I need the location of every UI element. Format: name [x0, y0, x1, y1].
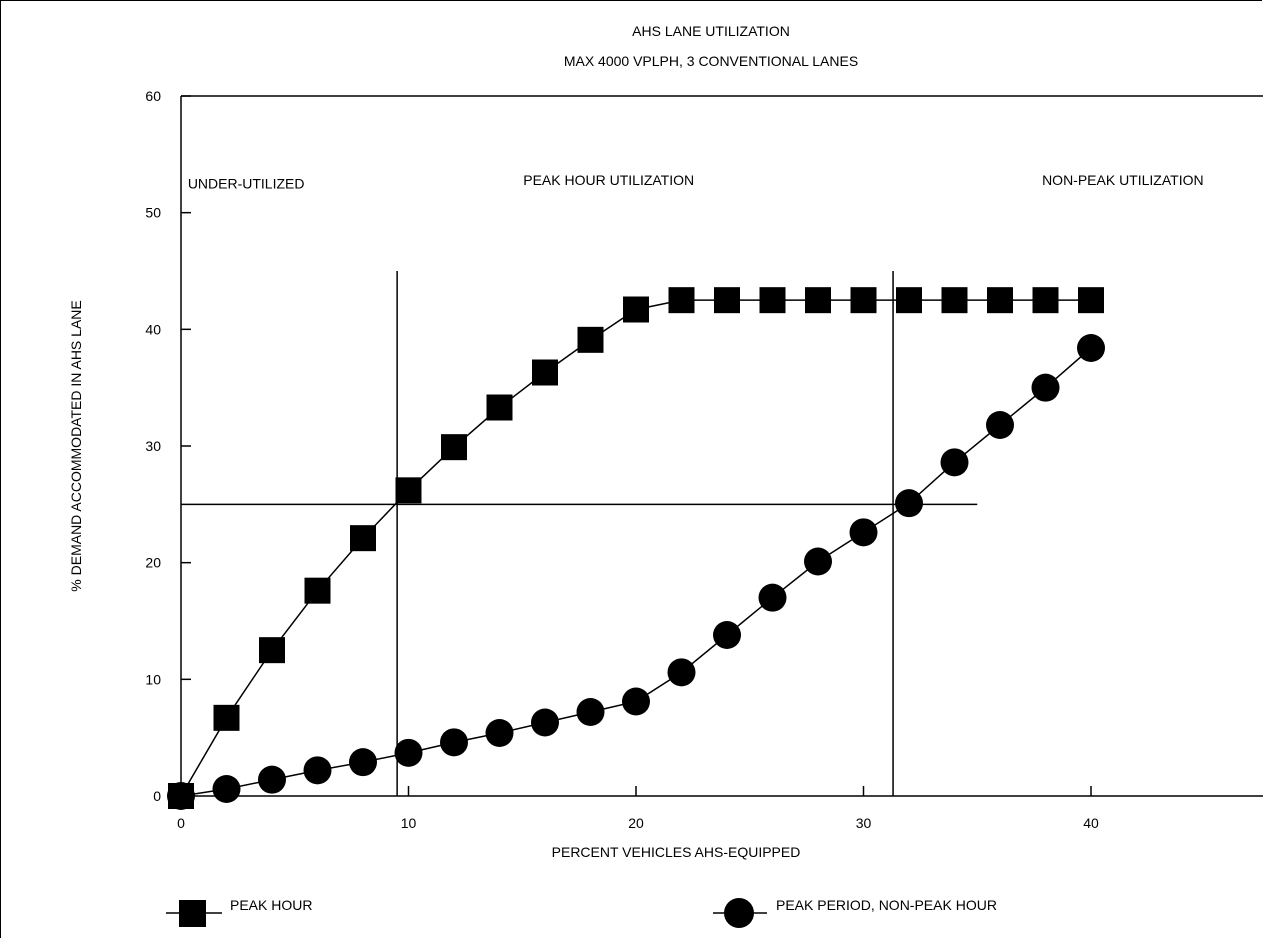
- series-1-point-15: [849, 518, 878, 547]
- legend-peak-hour: PEAK HOUR: [166, 897, 312, 927]
- series-1-point-4: [349, 748, 377, 777]
- x-tick-label-30: 30: [856, 815, 872, 831]
- series-1-point-19: [1031, 373, 1060, 402]
- annotation-2: NON-PEAK UTILIZATION: [1042, 172, 1204, 188]
- series-0-point-19: [1032, 287, 1059, 314]
- legend-peak-period-marker: [724, 898, 754, 928]
- series-1-line: [180, 347, 1092, 797]
- series-1-point-6: [440, 728, 468, 757]
- y-tick-label-0: 0: [153, 788, 161, 804]
- series-1-point-20: [1077, 334, 1105, 362]
- series-0-point-13: [759, 287, 786, 314]
- y-tick-label-60: 60: [145, 88, 161, 104]
- series-0-point-18: [987, 287, 1013, 314]
- series-0-point-4: [350, 525, 376, 552]
- series-1-point-1: [212, 775, 241, 803]
- legend-peak-hour-marker: [179, 900, 206, 927]
- series-0-point-15: [850, 287, 877, 314]
- y-tick-label-50: 50: [145, 205, 161, 221]
- series-0-point-12: [714, 287, 740, 314]
- legend-peak-hour-label: PEAK HOUR: [230, 897, 312, 913]
- annotation-0: UNDER-UTILIZED: [188, 176, 305, 192]
- series-1-point-14: [804, 547, 832, 576]
- y-tick-label-40: 40: [145, 321, 161, 337]
- y-axis-label: % DEMAND ACCOMMODATED IN AHS LANE: [68, 300, 84, 591]
- y-tick-label-30: 30: [145, 438, 161, 454]
- x-axis-label: PERCENT VEHICLES AHS-EQUIPPED: [552, 844, 801, 860]
- series-0-point-8: [532, 359, 558, 386]
- series-1-point-3: [303, 756, 332, 785]
- series-1-point-18: [986, 411, 1014, 439]
- y-tick-label-10: 10: [145, 671, 161, 687]
- legend-peak-period: PEAK PERIOD, NON-PEAK HOUR: [713, 897, 997, 928]
- annotation-1: PEAK HOUR UTILIZATION: [523, 172, 694, 188]
- series-0-point-16: [896, 287, 922, 314]
- series-0-point-7: [486, 394, 513, 421]
- series-1-point-10: [622, 687, 650, 716]
- series-0-point-17: [941, 287, 968, 314]
- x-tick-label-0: 0: [177, 815, 185, 831]
- y-tick-label-20: 20: [145, 555, 161, 571]
- x-tick-label-20: 20: [628, 815, 644, 831]
- series-1-point-2: [258, 765, 286, 794]
- series-1-point-0: [167, 782, 195, 810]
- series-0-point-11: [668, 287, 695, 314]
- legend-peak-period-label: PEAK PERIOD, NON-PEAK HOUR: [776, 897, 997, 913]
- series-0-point-5: [395, 477, 422, 504]
- series-0-point-9: [577, 326, 604, 353]
- series-0-point-20: [1078, 287, 1104, 314]
- series-1-point-7: [485, 719, 514, 747]
- series-0-line: [180, 299, 1091, 797]
- chart-subtitle: MAX 4000 VPLPH, 3 CONVENTIONAL LANES: [564, 53, 858, 69]
- series-0-point-10: [623, 296, 649, 323]
- chart-title: AHS LANE UTILIZATION: [632, 23, 790, 39]
- x-tick-label-40: 40: [1083, 815, 1099, 831]
- series-1-point-17: [940, 448, 969, 477]
- series-1-point-8: [531, 708, 559, 737]
- series-0-point-1: [213, 704, 240, 731]
- series-1-point-16: [895, 489, 923, 518]
- series-1-point-5: [394, 738, 423, 767]
- series-0-point-14: [805, 287, 831, 314]
- series-1-point-13: [758, 583, 787, 612]
- series-1-point-11: [667, 658, 696, 687]
- series-1-point-9: [576, 698, 605, 726]
- series-0-point-2: [259, 637, 285, 664]
- x-tick-label-10: 10: [401, 815, 417, 831]
- series-1-point-12: [713, 621, 741, 649]
- series-0-point-6: [441, 434, 467, 461]
- series-0-point-3: [304, 577, 331, 604]
